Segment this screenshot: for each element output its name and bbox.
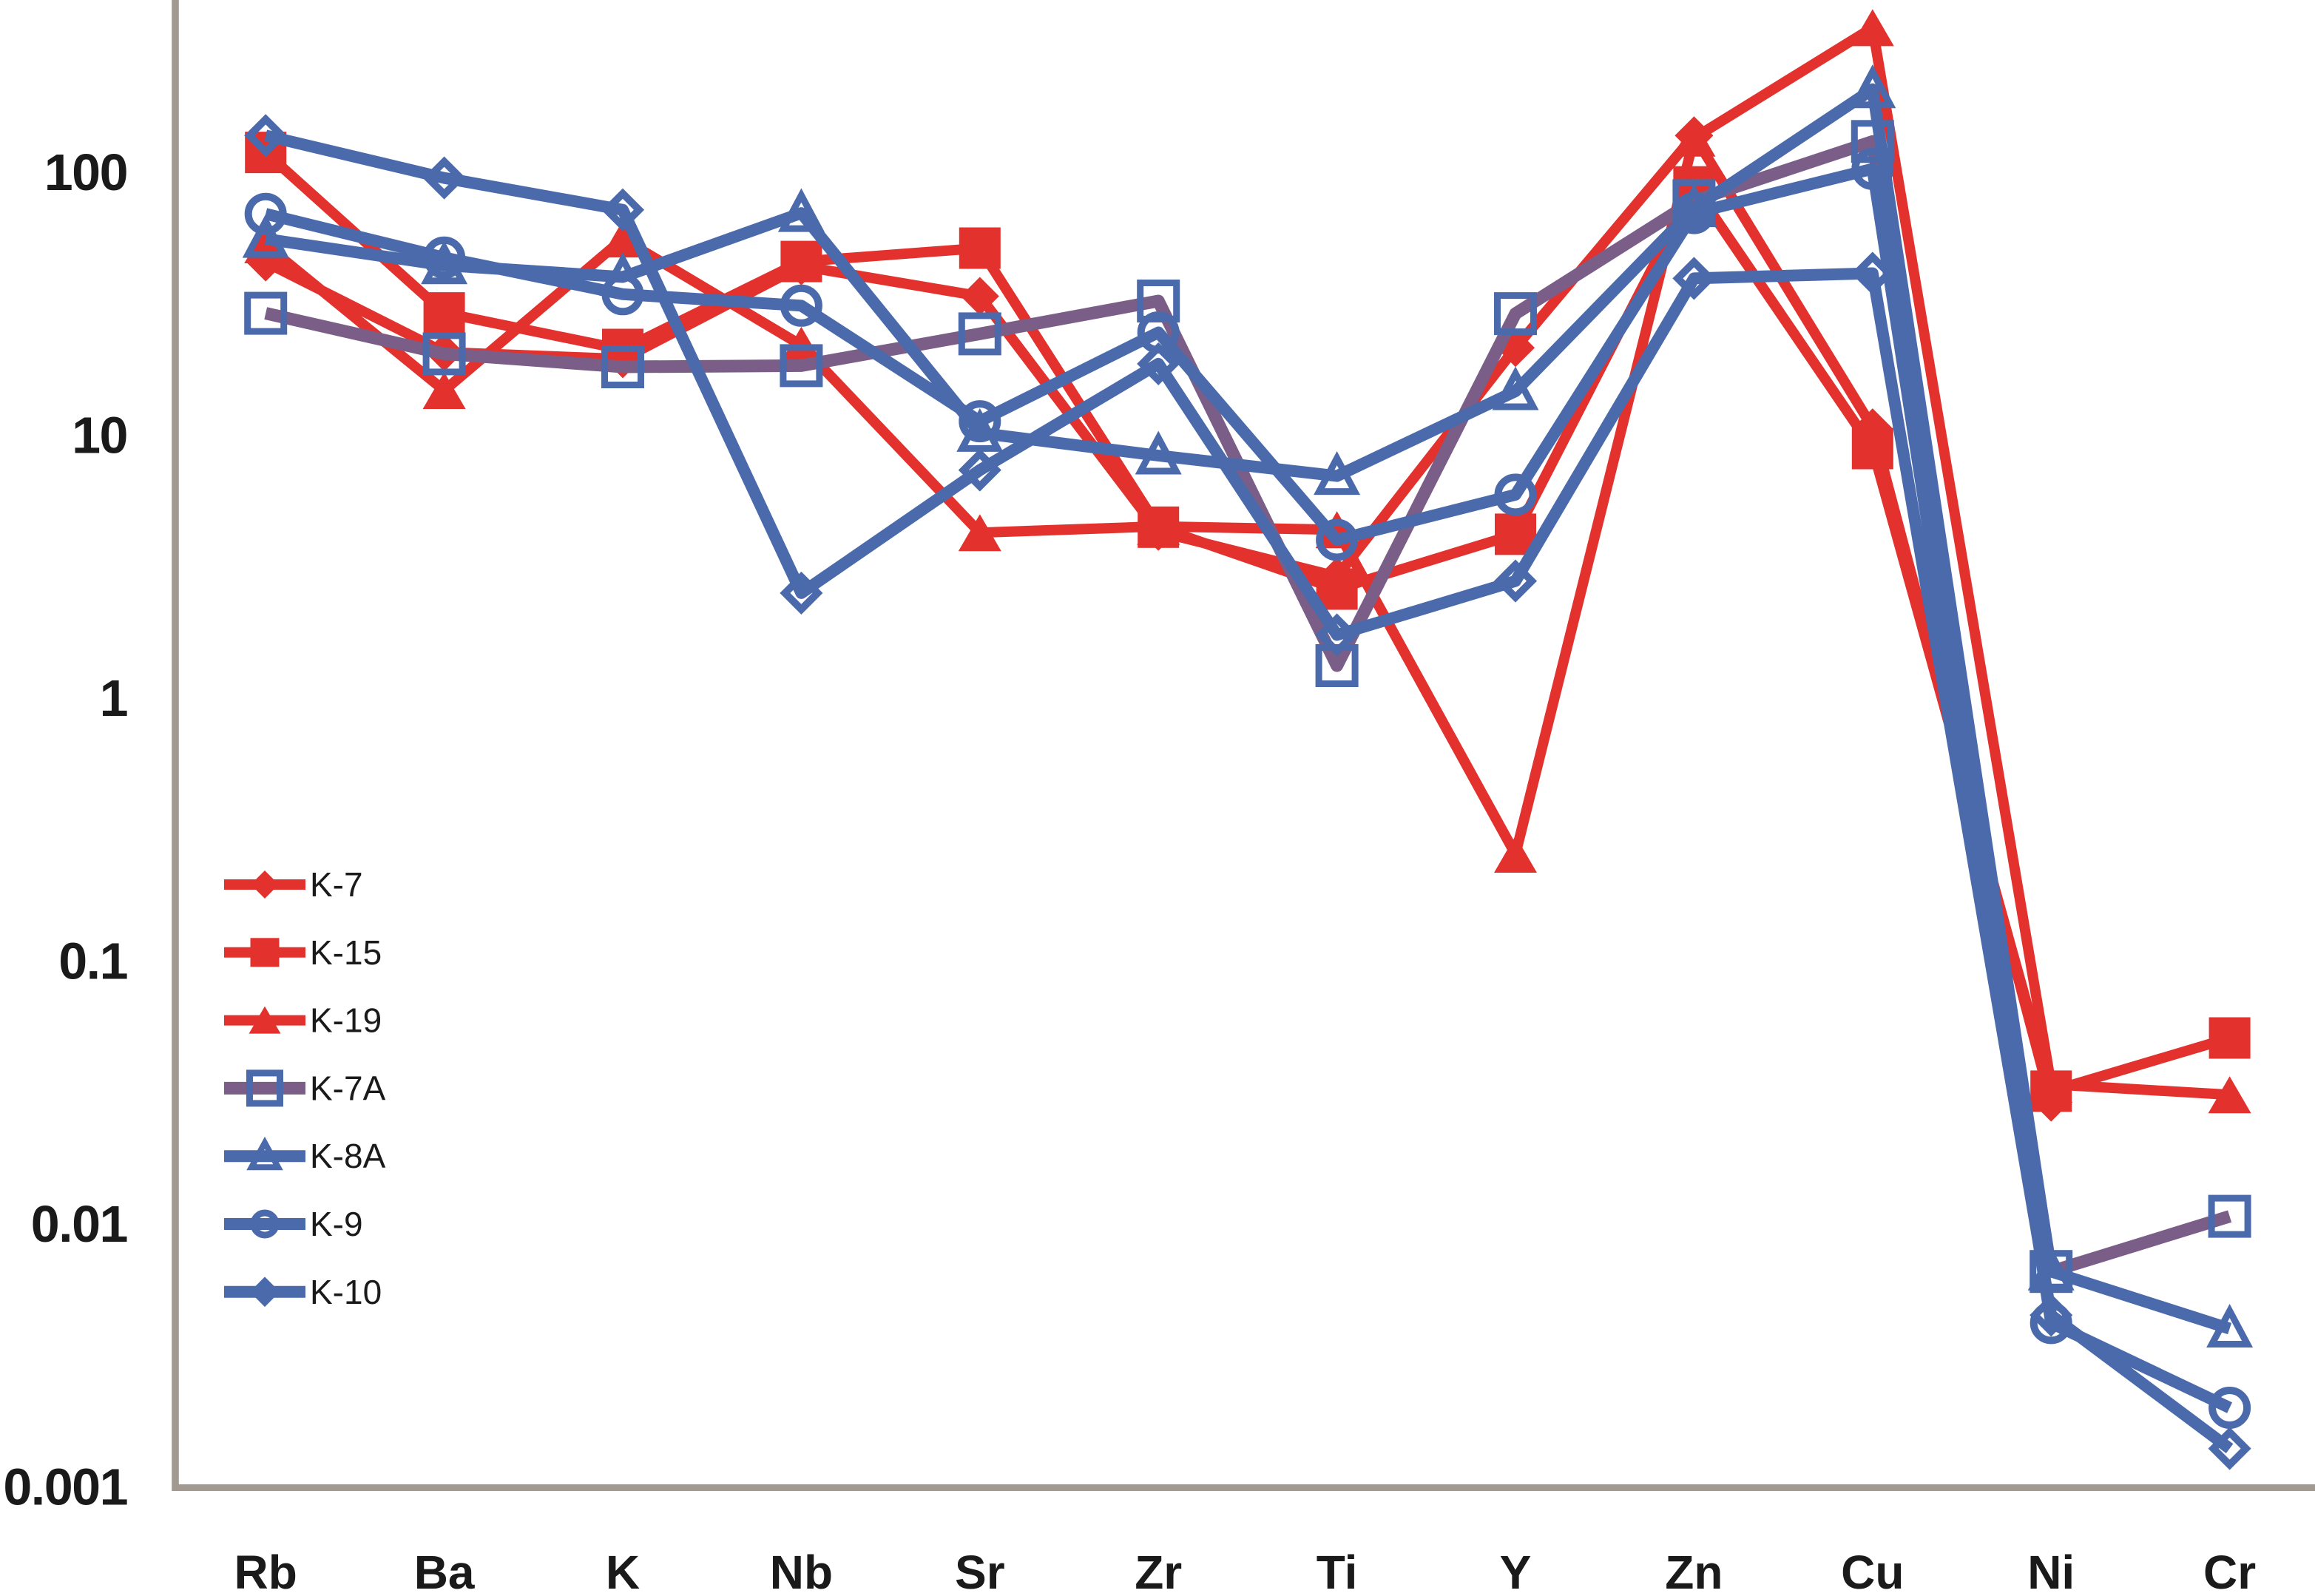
svg-text:Ni: Ni — [2027, 1546, 2075, 1596]
svg-text:Cu: Cu — [1841, 1546, 1904, 1596]
svg-text:K-7: K-7 — [310, 865, 363, 904]
svg-text:Cr: Cr — [2203, 1546, 2256, 1596]
svg-text:Ti: Ti — [1317, 1546, 1358, 1596]
svg-text:K-15: K-15 — [310, 933, 382, 972]
svg-text:K-10: K-10 — [310, 1273, 382, 1311]
svg-text:0.01: 0.01 — [31, 1195, 127, 1253]
svg-text:Sr: Sr — [955, 1546, 1005, 1596]
svg-text:Zr: Zr — [1135, 1546, 1182, 1596]
svg-text:K-8A: K-8A — [310, 1137, 386, 1175]
svg-text:Nb: Nb — [770, 1546, 833, 1596]
svg-text:100: 100 — [44, 143, 127, 201]
svg-text:Rb: Rb — [234, 1546, 297, 1596]
svg-text:0.001: 0.001 — [3, 1458, 127, 1516]
svg-text:K-19: K-19 — [310, 1001, 382, 1040]
svg-text:10: 10 — [72, 407, 127, 464]
svg-text:Zn: Zn — [1665, 1546, 1723, 1596]
svg-text:Ba: Ba — [414, 1546, 475, 1596]
svg-text:K-9: K-9 — [310, 1205, 363, 1243]
svg-text:1: 1 — [100, 669, 127, 727]
svg-text:K-7A: K-7A — [310, 1069, 386, 1107]
svg-text:K: K — [606, 1546, 640, 1596]
svg-text:Y: Y — [1500, 1546, 1532, 1596]
svg-text:0.1: 0.1 — [58, 933, 127, 990]
